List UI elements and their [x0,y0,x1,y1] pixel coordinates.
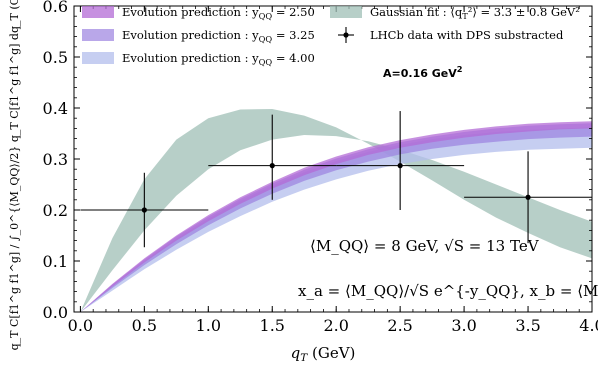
chart-bands [80,109,592,312]
annotation-momentum-fractions: x_a = ⟨M_QQ⟩/√S e^{-y_QQ}, x_b = ⟨M_QQ⟩/… [298,282,598,300]
x-axis-label-tail: (GeV) [307,344,355,362]
chart-annotations: A=0.16 GeV2 ⟨M_QQ⟩ = 8 GeV, √S = 13 TeV x_… [298,64,598,300]
annotation-kinematics: ⟨M_QQ⟩ = 8 GeV, √S = 13 TeV [310,237,540,255]
legend-swatch-1 [82,29,114,41]
x-tick-label-4: 2.0 [323,316,348,335]
x-tick-label-7: 3.5 [515,316,540,335]
legend-label-0: Evolution prediction : yQQ = 2.50 [122,5,315,21]
y-tick-label-4: 0.4 [43,99,68,118]
y-tick-label-3: 0.3 [43,150,68,169]
data-point-0 [141,207,147,213]
y-tick-label-6: 0.6 [43,0,68,16]
legend-label-data: LHCb data with DPS substracted [370,28,564,42]
chart-legend: Evolution prediction : yQQ = 2.50Evoluti… [82,5,580,67]
legend-label-3-sub: T [462,11,468,21]
legend-label-1-tail: = 3.25 [272,28,315,42]
legend-data-marker-dot [343,32,349,38]
legend-label-2-main: Evolution prediction : y [122,51,259,65]
band-3 [80,109,592,312]
legend-label-1-main: Evolution prediction : y [122,28,259,42]
chart-data-points [80,111,592,248]
x-tick-label-0: 0.0 [68,316,93,335]
x-tick-label-2: 1.0 [196,316,221,335]
annotation-a-value: A=0.16 GeV2 [383,64,463,80]
legend-swatch-0 [82,6,114,18]
legend-label-2-tail: = 4.00 [272,51,315,65]
y-tick-label-2: 0.2 [43,201,68,220]
x-tick-label-5: 2.5 [387,316,412,335]
legend-label-3-tail: ²⟩ = 3.3 ± 0.8 GeV² [468,5,580,19]
y-tick-label-5: 0.5 [43,48,68,67]
x-axis-label: qT (GeV) [291,344,356,364]
y-axis-label: q_T C[f1^g f1^g] / ∫_0^{⟨M_QQ⟩/2} q_T C[… [8,0,21,350]
annotation-a-main: A=0.16 GeV [383,67,457,80]
legend-label-0-sub: QQ [259,11,273,21]
x-tick-label-1: 0.5 [132,316,157,335]
band-0 [80,121,592,312]
x-tick-label-6: 3.0 [451,316,476,335]
legend-label-0-tail: = 2.50 [272,5,315,19]
y-tick-label-1: 0.1 [43,252,68,271]
legend-swatch-3 [330,6,362,18]
legend-label-1-sub: QQ [259,34,273,44]
annotation-a-sup: 2 [457,64,463,74]
y-tick-label-0: 0.0 [43,303,68,322]
legend-swatch-2 [82,52,114,64]
legend-label-1: Evolution prediction : yQQ = 3.25 [122,28,315,44]
legend-label-3: Gaussian fit : ⟨qT²⟩ = 3.3 ± 0.8 GeV² [370,5,580,21]
chart-axes: 0.0 0.5 1.0 1.5 2.0 2.5 3.0 3.5 4.0 0.0 0.1 0.2 0.3 0… [8,0,598,364]
x-axis-label-main: q [291,344,301,362]
legend-label-0-main: Evolution prediction : y [122,5,259,19]
x-tick-label-8: 4.0 [579,316,598,335]
data-point-1 [269,163,275,169]
data-point-2 [397,163,403,169]
legend-label-3-main: Gaussian fit : ⟨q [370,5,463,19]
legend-label-2-sub: QQ [259,57,273,67]
x-tick-label-3: 1.5 [260,316,285,335]
data-point-3 [525,194,531,200]
x-axis-label-sub: T [300,352,308,364]
legend-label-2: Evolution prediction : yQQ = 4.00 [122,51,315,67]
